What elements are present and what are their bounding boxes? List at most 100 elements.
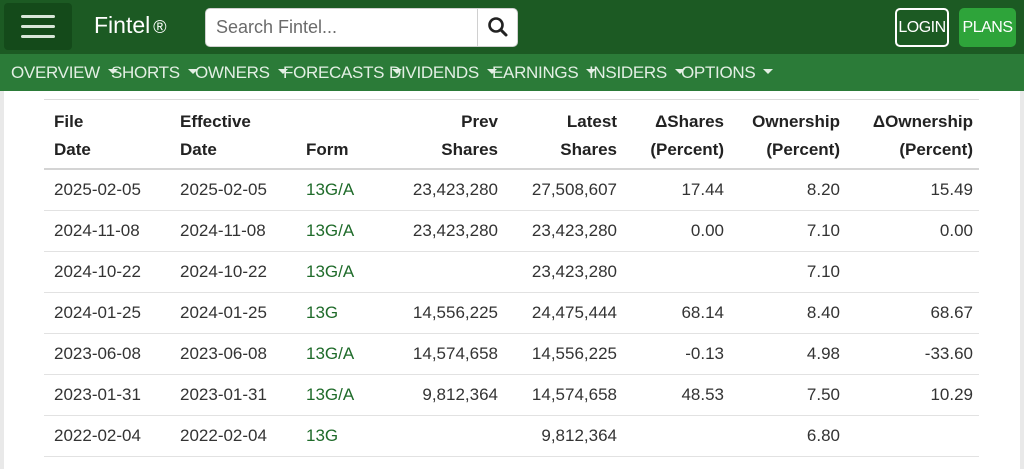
form-link[interactable]: 13G [306, 302, 339, 322]
cell-file-date: 2025-02-05 [44, 169, 170, 211]
table-row: 2023-06-08 2023-06-08 13G/A 14,574,658 1… [44, 333, 979, 375]
ownership-filings-table: File Date Effective Date Form Prev Shares L… [44, 99, 979, 457]
hamburger-menu-icon[interactable] [4, 3, 72, 50]
cell-delta-ownership [846, 251, 979, 293]
col-header-delta-ownership[interactable]: ΔOwnership (Percent) [846, 99, 979, 170]
login-button[interactable]: LOGIN [895, 8, 949, 47]
cell-delta-shares: 68.14 [623, 292, 730, 334]
nav-label: EARNINGS [492, 63, 579, 82]
nav-item-dividends[interactable]: DIVIDENDS [389, 54, 497, 91]
registered-mark: ® [153, 17, 167, 37]
table-row: 2023-01-31 2023-01-31 13G/A 9,812,364 14… [44, 374, 979, 416]
search-box [205, 8, 518, 47]
section-nav: OVERVIEW SHORTS OWNERS FORECASTS DIVIDEN… [0, 54, 1024, 91]
cell-latest-shares: 23,423,280 [504, 210, 623, 252]
nav-item-earnings[interactable]: EARNINGS [492, 54, 597, 91]
nav-item-owners[interactable]: OWNERS [195, 54, 288, 91]
cell-effective-date: 2023-01-31 [170, 374, 296, 416]
brand-name: Fintel [94, 12, 151, 38]
col-header-prev-shares[interactable]: Prev Shares [382, 99, 504, 170]
cell-ownership: 8.20 [730, 169, 846, 211]
nav-item-insiders[interactable]: INSIDERS [589, 54, 685, 91]
cell-delta-ownership: 15.49 [846, 169, 979, 211]
nav-item-options[interactable]: OPTIONS [681, 54, 774, 91]
form-link[interactable]: 13G/A [306, 179, 355, 199]
cell-latest-shares: 23,423,280 [504, 251, 623, 293]
chevron-down-icon [486, 69, 497, 75]
cell-prev-shares: 23,423,280 [382, 210, 504, 252]
table-row: 2022-02-04 2022-02-04 13G 9,812,364 6.80 [44, 415, 979, 457]
table-header-row: File Date Effective Date Form Prev Shares L… [44, 99, 979, 170]
form-link[interactable]: 13G/A [306, 220, 355, 240]
cell-file-date: 2024-10-22 [44, 251, 170, 293]
cell-ownership: 4.98 [730, 333, 846, 375]
nav-label: OPTIONS [681, 63, 756, 82]
cell-latest-shares: 9,812,364 [504, 415, 623, 457]
nav-label: DIVIDENDS [389, 63, 479, 82]
cell-ownership: 8.40 [730, 292, 846, 334]
cell-delta-shares: 0.00 [623, 210, 730, 252]
col-header-delta-shares[interactable]: ΔShares (Percent) [623, 99, 730, 170]
table-row: 2024-10-22 2024-10-22 13G/A 23,423,280 7… [44, 251, 979, 293]
cell-latest-shares: 14,556,225 [504, 333, 623, 375]
cell-latest-shares: 27,508,607 [504, 169, 623, 211]
top-header: Fintel® LOGIN PLANS [0, 0, 1024, 54]
search-icon [488, 17, 508, 37]
cell-delta-ownership: -33.60 [846, 333, 979, 375]
cell-ownership: 7.10 [730, 210, 846, 252]
cell-delta-ownership: 0.00 [846, 210, 979, 252]
brand-logo[interactable]: Fintel ® [94, 12, 167, 39]
cell-prev-shares [382, 415, 504, 457]
table-row: 2025-02-05 2025-02-05 13G/A 23,423,280 2… [44, 169, 979, 211]
plans-button[interactable]: PLANS [959, 8, 1016, 47]
cell-effective-date: 2024-10-22 [170, 251, 296, 293]
cell-delta-shares: -0.13 [623, 333, 730, 375]
cell-file-date: 2024-01-25 [44, 292, 170, 334]
chevron-down-icon [763, 69, 774, 75]
cell-prev-shares: 23,423,280 [382, 169, 504, 211]
form-link[interactable]: 13G [306, 425, 339, 445]
left-edge [0, 91, 4, 469]
cell-file-date: 2024-11-08 [44, 210, 170, 252]
cell-effective-date: 2022-02-04 [170, 415, 296, 457]
cell-effective-date: 2023-06-08 [170, 333, 296, 375]
nav-item-forecasts[interactable]: FORECASTS [283, 54, 403, 91]
right-edge [1020, 91, 1024, 469]
cell-prev-shares: 14,556,225 [382, 292, 504, 334]
cell-latest-shares: 24,475,444 [504, 292, 623, 334]
table-row: 2024-11-08 2024-11-08 13G/A 23,423,280 2… [44, 210, 979, 252]
search-button[interactable] [477, 9, 517, 46]
cell-delta-ownership: 10.29 [846, 374, 979, 416]
chevron-down-icon [586, 69, 597, 75]
nav-label: SHORTS [111, 63, 180, 82]
nav-item-overview[interactable]: OVERVIEW [11, 54, 118, 91]
chevron-down-icon [392, 69, 403, 75]
cell-prev-shares: 14,574,658 [382, 333, 504, 375]
chevron-down-icon [674, 69, 685, 75]
col-header-latest-shares[interactable]: Latest Shares [504, 99, 623, 170]
search-input[interactable] [206, 9, 478, 46]
chevron-down-icon [187, 69, 198, 75]
cell-effective-date: 2025-02-05 [170, 169, 296, 211]
form-link[interactable]: 13G/A [306, 384, 355, 404]
cell-prev-shares [382, 251, 504, 293]
cell-ownership: 6.80 [730, 415, 846, 457]
nav-item-shorts[interactable]: SHORTS [111, 54, 198, 91]
cell-prev-shares: 9,812,364 [382, 374, 504, 416]
cell-delta-shares [623, 251, 730, 293]
form-link[interactable]: 13G/A [306, 343, 355, 363]
cell-latest-shares: 14,574,658 [504, 374, 623, 416]
col-header-ownership[interactable]: Ownership (Percent) [730, 99, 846, 170]
nav-label: OVERVIEW [11, 63, 100, 82]
col-header-form[interactable]: Form [296, 99, 382, 170]
cell-delta-ownership: 68.67 [846, 292, 979, 334]
chevron-down-icon [277, 69, 288, 75]
col-header-effective-date[interactable]: Effective Date [170, 99, 296, 170]
cell-effective-date: 2024-11-08 [170, 210, 296, 252]
form-link[interactable]: 13G/A [306, 261, 355, 281]
cell-file-date: 2023-06-08 [44, 333, 170, 375]
nav-label: FORECASTS [283, 63, 385, 82]
chevron-down-icon [107, 69, 118, 75]
col-header-file-date[interactable]: File Date [44, 99, 170, 170]
nav-label: OWNERS [195, 63, 270, 82]
